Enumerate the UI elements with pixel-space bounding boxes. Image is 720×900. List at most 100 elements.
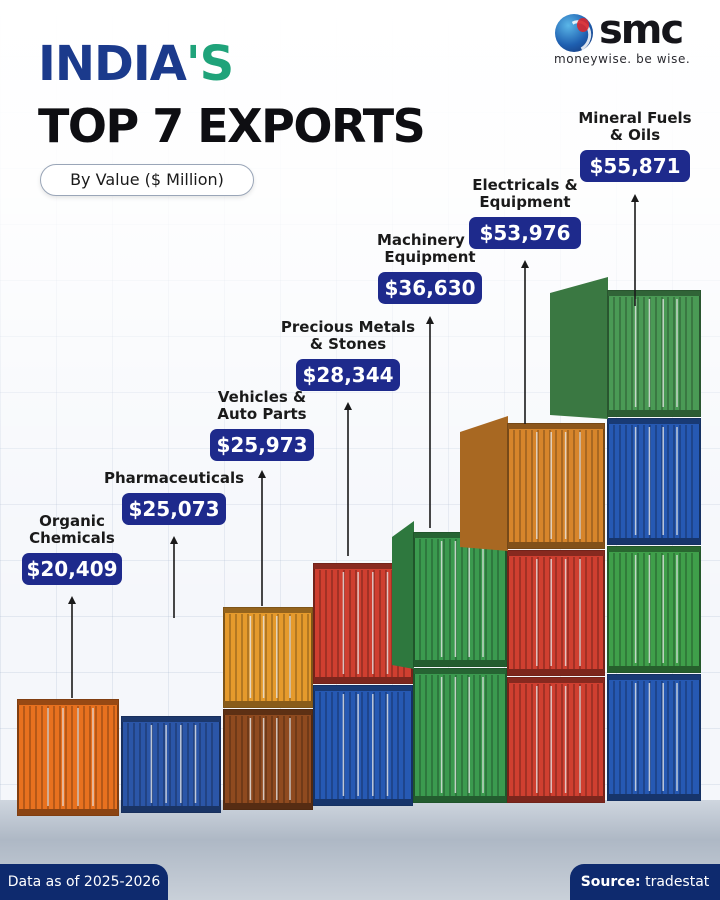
value-label: $25,073 <box>128 497 219 521</box>
category-label: Pharmaceuticals <box>104 469 244 487</box>
value-label: $28,344 <box>302 363 393 387</box>
container-5-2 <box>392 521 507 669</box>
container-bottom-rail <box>414 796 506 802</box>
container-6-2 <box>507 550 605 676</box>
container-bottom-rail <box>314 677 412 683</box>
category-label: Auto Parts <box>217 405 306 423</box>
container-bottom-rail <box>224 701 312 707</box>
pointer-arrow <box>68 596 76 604</box>
value-box <box>378 272 482 304</box>
subtitle-pill: By Value ($ Million) <box>40 164 254 196</box>
container-top-rail <box>508 551 604 556</box>
source-badge: Source: tradestat <box>570 864 720 900</box>
container-bottom-rail <box>608 666 700 672</box>
container-bottom-rail <box>122 806 220 812</box>
brand-name: smc <box>599 7 684 53</box>
category-label: Organic <box>39 512 105 530</box>
bar-label-5: $36,630 Machinery &Equipment <box>377 231 483 528</box>
value-box <box>469 217 581 249</box>
value-box <box>122 493 226 525</box>
container-top-rail <box>414 669 506 674</box>
container-top-rail <box>608 547 700 552</box>
pointer-arrow <box>521 260 529 268</box>
value-box <box>210 429 314 461</box>
pointer-arrow <box>344 402 352 410</box>
container-7-4 <box>550 277 701 419</box>
source-value: tradestat <box>645 874 710 890</box>
brand-tagline: moneywise. be wise. <box>554 52 691 66</box>
container-top-rail <box>122 717 220 722</box>
value-label: $20,409 <box>26 557 117 581</box>
title-line-1: INDIA'S <box>38 36 234 92</box>
container-bottom-rail <box>608 410 700 416</box>
category-label: Equipment <box>384 248 475 266</box>
container-bottom-rail <box>508 542 604 548</box>
value-label: $36,630 <box>384 276 475 300</box>
container-top-rail <box>314 686 412 691</box>
container-5-1 <box>413 668 507 803</box>
container-3-2 <box>223 607 313 708</box>
container-bottom-rail <box>414 660 506 666</box>
bar-label-4: $28,344 Precious Metals& Stones <box>281 318 415 556</box>
pointer-arrow <box>170 536 178 544</box>
category-label: Electricals & <box>472 176 578 194</box>
title-country: INDIA <box>38 36 187 92</box>
category-label: & Stones <box>310 335 386 353</box>
category-label: Vehicles & <box>218 388 306 406</box>
category-label: & Oils <box>610 126 660 144</box>
container-body <box>223 607 313 708</box>
container-body <box>607 674 701 801</box>
pointer-arrow <box>258 470 266 478</box>
container-7-1 <box>607 674 701 801</box>
container-bottom-rail <box>314 799 412 805</box>
container-top-rail <box>314 564 412 569</box>
bar-label-3: $25,973 Vehicles &Auto Parts <box>210 388 314 606</box>
container-1-1 <box>17 699 119 816</box>
container-body <box>607 418 701 545</box>
container-top-rail <box>608 291 700 296</box>
container-7-2 <box>607 546 701 673</box>
container-bottom-rail <box>608 794 700 800</box>
container-top-rail <box>508 424 604 429</box>
container-top-rail <box>224 710 312 715</box>
container-body <box>223 709 313 810</box>
category-label: Equipment <box>479 193 570 211</box>
container-bottom-rail <box>608 538 700 544</box>
container-6-1 <box>507 677 605 803</box>
data-date-badge: Data as of 2025-2026 <box>0 864 168 900</box>
container-side <box>550 277 608 419</box>
title-line-2: TOP 7 EXPORTS <box>38 99 426 153</box>
globe-icon <box>555 14 593 52</box>
container-top-rail <box>18 700 118 705</box>
value-box <box>580 150 690 182</box>
container-bottom-rail <box>224 803 312 809</box>
container-4-1 <box>313 685 413 806</box>
value-box <box>296 359 400 391</box>
category-label: Chemicals <box>29 529 115 547</box>
category-label: Mineral Fuels <box>578 109 691 127</box>
container-7-3 <box>607 418 701 545</box>
container-body <box>607 290 701 417</box>
value-label: $25,973 <box>216 433 307 457</box>
container-bottom-rail <box>508 669 604 675</box>
container-top-rail <box>608 419 700 424</box>
value-label: $53,976 <box>479 221 570 245</box>
pointer-arrow <box>631 194 639 202</box>
title-possessive: 'S <box>185 36 234 92</box>
pointer-arrow <box>426 316 434 324</box>
category-label: Machinery & <box>377 231 483 249</box>
container-top-rail <box>608 675 700 680</box>
container-6-3 <box>460 416 605 551</box>
container-side <box>392 521 414 669</box>
container-top-rail <box>508 678 604 683</box>
bar-label-7: $55,871 Mineral Fuels& Oils <box>578 109 692 306</box>
brand-logo: smc moneywise. be wise. <box>553 7 713 68</box>
container-3-1 <box>223 709 313 810</box>
source-label: Source: <box>580 874 641 890</box>
value-box <box>22 553 122 585</box>
container-2-1 <box>121 716 221 813</box>
containers-layer <box>17 277 701 816</box>
